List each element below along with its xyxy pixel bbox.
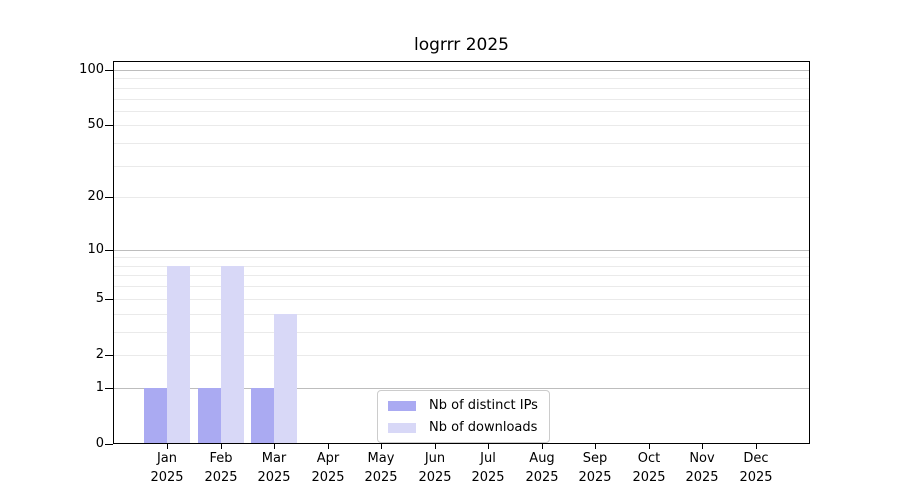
xtick-label-aug: Aug 2025 (525, 451, 559, 485)
gridline-y-30 (114, 166, 809, 167)
xtick-mark-aug (542, 444, 543, 449)
xtick-label-dec: Dec 2025 (739, 451, 773, 485)
xtick-label-jun: Jun 2025 (418, 451, 452, 485)
legend-item-downloads: Nb of downloads (388, 420, 538, 435)
ytick-label-2: 2 (95, 347, 104, 362)
ytick-mark-20 (105, 197, 113, 198)
ytick-label-5: 5 (95, 291, 104, 306)
xtick-label-feb: Feb 2025 (204, 451, 238, 485)
gridline-y-10 (114, 250, 809, 251)
ytick-mark-0 (105, 444, 113, 445)
xtick-label-apr: Apr 2025 (311, 451, 345, 485)
gridline-y-90 (114, 78, 809, 79)
xtick-mark-jul (488, 444, 489, 449)
gridline-y-50 (114, 125, 809, 126)
chart-title: logrrr 2025 (414, 35, 509, 55)
gridline-y-9 (114, 257, 809, 258)
xtick-label-sep: Sep 2025 (578, 451, 612, 485)
xtick-label-may: May 2025 (364, 451, 398, 485)
legend-label-distinct-ips: Nb of distinct IPs (429, 398, 538, 413)
xtick-mark-jun (435, 444, 436, 449)
ytick-label-50: 50 (87, 117, 104, 132)
xtick-label-jul: Jul 2025 (471, 451, 505, 485)
gridline-y-60 (114, 111, 809, 112)
ytick-mark-50 (105, 125, 113, 126)
bars-layer (114, 62, 809, 443)
bar-mar-s0 (251, 388, 274, 443)
legend-swatch-distinct-ips (388, 400, 416, 411)
xtick-mark-apr (328, 444, 329, 449)
legend: Nb of distinct IPs Nb of downloads (377, 390, 550, 443)
xtick-mark-jan (167, 444, 168, 449)
xtick-mark-dec (756, 444, 757, 449)
legend-swatch-downloads (388, 422, 416, 433)
xtick-mark-sep (595, 444, 596, 449)
xtick-label-jan: Jan 2025 (150, 451, 184, 485)
gridline-y-80 (114, 88, 809, 89)
ytick-label-1: 1 (95, 380, 104, 395)
xtick-label-nov: Nov 2025 (685, 451, 719, 485)
xtick-label-mar: Mar 2025 (257, 451, 291, 485)
xtick-label-oct: Oct 2025 (632, 451, 666, 485)
gridline-y-40 (114, 143, 809, 144)
gridline-y-100 (114, 70, 809, 71)
gridline-y-70 (114, 99, 809, 100)
ytick-mark-1 (105, 388, 113, 389)
gridline-y-8 (114, 266, 809, 267)
ytick-label-10: 10 (87, 242, 104, 257)
gridline-y-7 (114, 275, 809, 276)
ytick-label-100: 100 (79, 62, 104, 77)
plot-area (113, 61, 810, 444)
gridline-y-6 (114, 286, 809, 287)
bar-jan-s1 (167, 266, 190, 443)
legend-label-downloads: Nb of downloads (429, 420, 538, 435)
bar-jan-s0 (144, 388, 167, 443)
xtick-mark-mar (274, 444, 275, 449)
ytick-label-0: 0 (95, 436, 104, 451)
bar-mar-s1 (274, 314, 297, 443)
gridline-y-1 (114, 388, 809, 389)
gridline-y-5 (114, 299, 809, 300)
ytick-mark-5 (105, 299, 113, 300)
gridline-y-20 (114, 197, 809, 198)
xtick-mark-nov (702, 444, 703, 449)
ytick-mark-2 (105, 355, 113, 356)
ytick-mark-10 (105, 250, 113, 251)
gridline-y-4 (114, 314, 809, 315)
gridline-y-2 (114, 355, 809, 356)
grid-layer (114, 62, 809, 443)
xtick-mark-oct (649, 444, 650, 449)
ytick-mark-100 (105, 70, 113, 71)
gridline-y-3 (114, 332, 809, 333)
legend-item-distinct-ips: Nb of distinct IPs (388, 398, 538, 413)
ytick-label-20: 20 (87, 189, 104, 204)
bar-feb-s1 (221, 266, 244, 443)
bar-feb-s0 (198, 388, 221, 443)
xtick-mark-feb (221, 444, 222, 449)
xtick-mark-may (381, 444, 382, 449)
